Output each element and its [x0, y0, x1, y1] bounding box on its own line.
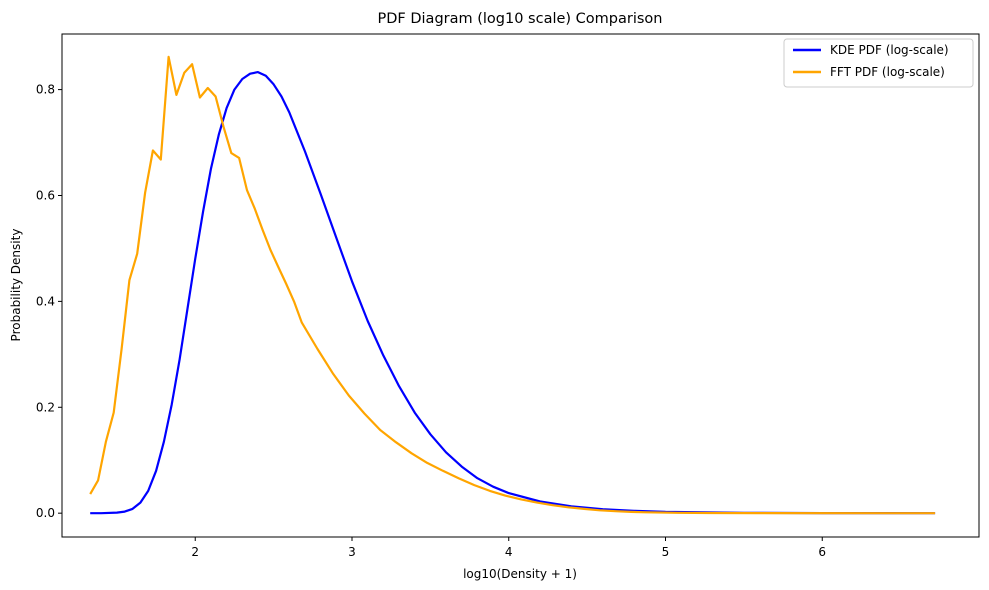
plot-area	[89, 55, 936, 515]
ticks: 2 3 4 5 6 0.0 0.2 0.4 0.6 0.8	[36, 83, 826, 559]
series-line-fft	[89, 55, 936, 515]
y-axis-label: Probability Density	[9, 229, 23, 342]
x-tick-label: 6	[818, 545, 826, 559]
y-tick-label: 0.8	[36, 83, 55, 97]
chart-title: PDF Diagram (log10 scale) Comparison	[378, 11, 663, 27]
axes-frame	[61, 33, 980, 538]
x-tick-label: 4	[505, 545, 513, 559]
legend-box	[783, 38, 974, 88]
y-tick-label: 0.6	[36, 188, 55, 202]
y-tick-label: 0.0	[36, 506, 55, 520]
x-axis-label: log10(Density + 1)	[463, 567, 577, 581]
y-tick-label: 0.4	[36, 294, 55, 308]
y-tick-label: 0.2	[36, 400, 55, 414]
x-tick-label: 2	[191, 545, 199, 559]
x-tick-label: 3	[348, 545, 356, 559]
series-line-kde	[90, 70, 936, 515]
legend: KDE PDF (log-scale) FFT PDF (log-scale)	[783, 38, 974, 88]
legend-label-fft: FFT PDF (log-scale)	[830, 65, 945, 79]
x-tick-label: 5	[662, 545, 670, 559]
legend-label-kde: KDE PDF (log-scale)	[830, 43, 949, 57]
